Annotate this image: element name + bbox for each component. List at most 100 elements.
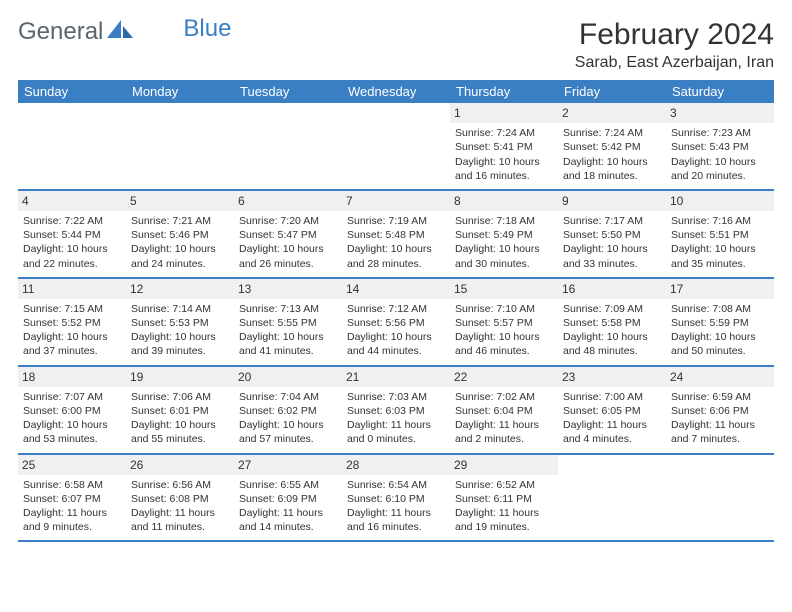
day1-text: Daylight: 10 hours bbox=[23, 330, 121, 344]
day2-text: and 24 minutes. bbox=[131, 257, 229, 271]
sunrise-text: Sunrise: 7:06 AM bbox=[131, 390, 229, 404]
day1-text: Daylight: 10 hours bbox=[23, 418, 121, 432]
day2-text: and 50 minutes. bbox=[671, 344, 769, 358]
day2-text: and 26 minutes. bbox=[239, 257, 337, 271]
day2-text: and 33 minutes. bbox=[563, 257, 661, 271]
sunset-text: Sunset: 5:51 PM bbox=[671, 228, 769, 242]
sunset-text: Sunset: 6:08 PM bbox=[131, 492, 229, 506]
sunrise-text: Sunrise: 7:17 AM bbox=[563, 214, 661, 228]
day1-text: Daylight: 10 hours bbox=[239, 418, 337, 432]
sunset-text: Sunset: 6:00 PM bbox=[23, 404, 121, 418]
sunrise-text: Sunrise: 6:59 AM bbox=[671, 390, 769, 404]
day-number: 14 bbox=[342, 279, 450, 299]
calendar-cell: 9Sunrise: 7:17 AMSunset: 5:50 PMDaylight… bbox=[558, 190, 666, 278]
header: General Blue February 2024 Sarab, East A… bbox=[18, 18, 774, 72]
day-number: 4 bbox=[18, 191, 126, 211]
calendar-cell: 20Sunrise: 7:04 AMSunset: 6:02 PMDayligh… bbox=[234, 366, 342, 454]
calendar-cell: 26Sunrise: 6:56 AMSunset: 6:08 PMDayligh… bbox=[126, 454, 234, 541]
day2-text: and 11 minutes. bbox=[131, 520, 229, 534]
day-number: 20 bbox=[234, 367, 342, 387]
sunset-text: Sunset: 6:07 PM bbox=[23, 492, 121, 506]
sunset-text: Sunset: 5:47 PM bbox=[239, 228, 337, 242]
day-number bbox=[666, 455, 774, 475]
sunrise-text: Sunrise: 7:15 AM bbox=[23, 302, 121, 316]
day-number: 21 bbox=[342, 367, 450, 387]
calendar-cell bbox=[126, 103, 234, 190]
sunrise-text: Sunrise: 6:52 AM bbox=[455, 478, 553, 492]
day-number: 18 bbox=[18, 367, 126, 387]
day-header: Wednesday bbox=[342, 80, 450, 103]
calendar-cell: 10Sunrise: 7:16 AMSunset: 5:51 PMDayligh… bbox=[666, 190, 774, 278]
day1-text: Daylight: 10 hours bbox=[671, 330, 769, 344]
logo-sail-icon bbox=[107, 18, 133, 40]
sunset-text: Sunset: 5:41 PM bbox=[455, 140, 553, 154]
sunset-text: Sunset: 6:01 PM bbox=[131, 404, 229, 418]
day-header: Saturday bbox=[666, 80, 774, 103]
calendar-week: 1 Sunrise: 7:24 AM Sunset: 5:41 PM Daylight… bbox=[18, 103, 774, 190]
sunset-text: Sunset: 6:11 PM bbox=[455, 492, 553, 506]
day1-text: Daylight: 10 hours bbox=[239, 242, 337, 256]
sunset-text: Sunset: 6:09 PM bbox=[239, 492, 337, 506]
sunrise-text: Sunrise: 6:55 AM bbox=[239, 478, 337, 492]
day-number bbox=[126, 103, 234, 123]
day2-text: and 22 minutes. bbox=[23, 257, 121, 271]
day-number: 8 bbox=[450, 191, 558, 211]
calendar-cell: 24Sunrise: 6:59 AMSunset: 6:06 PMDayligh… bbox=[666, 366, 774, 454]
calendar-cell bbox=[18, 103, 126, 190]
day1-text: Daylight: 10 hours bbox=[23, 242, 121, 256]
calendar-cell: 2Sunrise: 7:24 AMSunset: 5:42 PMDaylight… bbox=[558, 103, 666, 190]
calendar-cell: 23Sunrise: 7:00 AMSunset: 6:05 PMDayligh… bbox=[558, 366, 666, 454]
sunset-text: Sunset: 5:55 PM bbox=[239, 316, 337, 330]
day2-text: and 35 minutes. bbox=[671, 257, 769, 271]
day1-text: Daylight: 11 hours bbox=[347, 506, 445, 520]
day2-text: and 20 minutes. bbox=[671, 169, 769, 183]
title-block: February 2024 Sarab, East Azerbaijan, Ir… bbox=[575, 18, 774, 72]
day2-text: and 16 minutes. bbox=[455, 169, 553, 183]
day1-text: Daylight: 11 hours bbox=[671, 418, 769, 432]
sunrise-text: Sunrise: 7:14 AM bbox=[131, 302, 229, 316]
sunset-text: Sunset: 5:44 PM bbox=[23, 228, 121, 242]
day2-text: and 41 minutes. bbox=[239, 344, 337, 358]
sunrise-text: Sunrise: 7:24 AM bbox=[563, 126, 661, 140]
day2-text: and 0 minutes. bbox=[347, 432, 445, 446]
day-number: 15 bbox=[450, 279, 558, 299]
day2-text: and 2 minutes. bbox=[455, 432, 553, 446]
sunrise-text: Sunrise: 7:22 AM bbox=[23, 214, 121, 228]
day-number: 6 bbox=[234, 191, 342, 211]
calendar-cell bbox=[666, 454, 774, 541]
day1-text: Daylight: 11 hours bbox=[131, 506, 229, 520]
day2-text: and 9 minutes. bbox=[23, 520, 121, 534]
logo-text-2: Blue bbox=[183, 15, 231, 43]
sunset-text: Sunset: 6:05 PM bbox=[563, 404, 661, 418]
sunset-text: Sunset: 5:57 PM bbox=[455, 316, 553, 330]
sunset-text: Sunset: 5:56 PM bbox=[347, 316, 445, 330]
calendar-cell: 8Sunrise: 7:18 AMSunset: 5:49 PMDaylight… bbox=[450, 190, 558, 278]
day-number: 7 bbox=[342, 191, 450, 211]
sunrise-text: Sunrise: 7:02 AM bbox=[455, 390, 553, 404]
day1-text: Daylight: 10 hours bbox=[347, 242, 445, 256]
day-number: 13 bbox=[234, 279, 342, 299]
sunrise-text: Sunrise: 6:58 AM bbox=[23, 478, 121, 492]
calendar-cell: 5Sunrise: 7:21 AMSunset: 5:46 PMDaylight… bbox=[126, 190, 234, 278]
day-number: 1 bbox=[450, 103, 558, 123]
calendar-cell: 11Sunrise: 7:15 AMSunset: 5:52 PMDayligh… bbox=[18, 278, 126, 366]
calendar-cell bbox=[234, 103, 342, 190]
day1-text: Daylight: 10 hours bbox=[455, 242, 553, 256]
day1-text: Daylight: 10 hours bbox=[563, 155, 661, 169]
day-number: 12 bbox=[126, 279, 234, 299]
sunset-text: Sunset: 6:10 PM bbox=[347, 492, 445, 506]
day1-text: Daylight: 10 hours bbox=[563, 330, 661, 344]
day1-text: Daylight: 10 hours bbox=[563, 242, 661, 256]
location: Sarab, East Azerbaijan, Iran bbox=[575, 54, 774, 72]
day2-text: and 30 minutes. bbox=[455, 257, 553, 271]
day2-text: and 48 minutes. bbox=[563, 344, 661, 358]
calendar-cell: 7Sunrise: 7:19 AMSunset: 5:48 PMDaylight… bbox=[342, 190, 450, 278]
sunset-text: Sunset: 5:52 PM bbox=[23, 316, 121, 330]
day2-text: and 4 minutes. bbox=[563, 432, 661, 446]
sunset-text: Sunset: 5:42 PM bbox=[563, 140, 661, 154]
calendar-cell: 16Sunrise: 7:09 AMSunset: 5:58 PMDayligh… bbox=[558, 278, 666, 366]
calendar-cell: 14Sunrise: 7:12 AMSunset: 5:56 PMDayligh… bbox=[342, 278, 450, 366]
calendar-cell: 27Sunrise: 6:55 AMSunset: 6:09 PMDayligh… bbox=[234, 454, 342, 541]
day-number: 23 bbox=[558, 367, 666, 387]
calendar-cell: 28Sunrise: 6:54 AMSunset: 6:10 PMDayligh… bbox=[342, 454, 450, 541]
